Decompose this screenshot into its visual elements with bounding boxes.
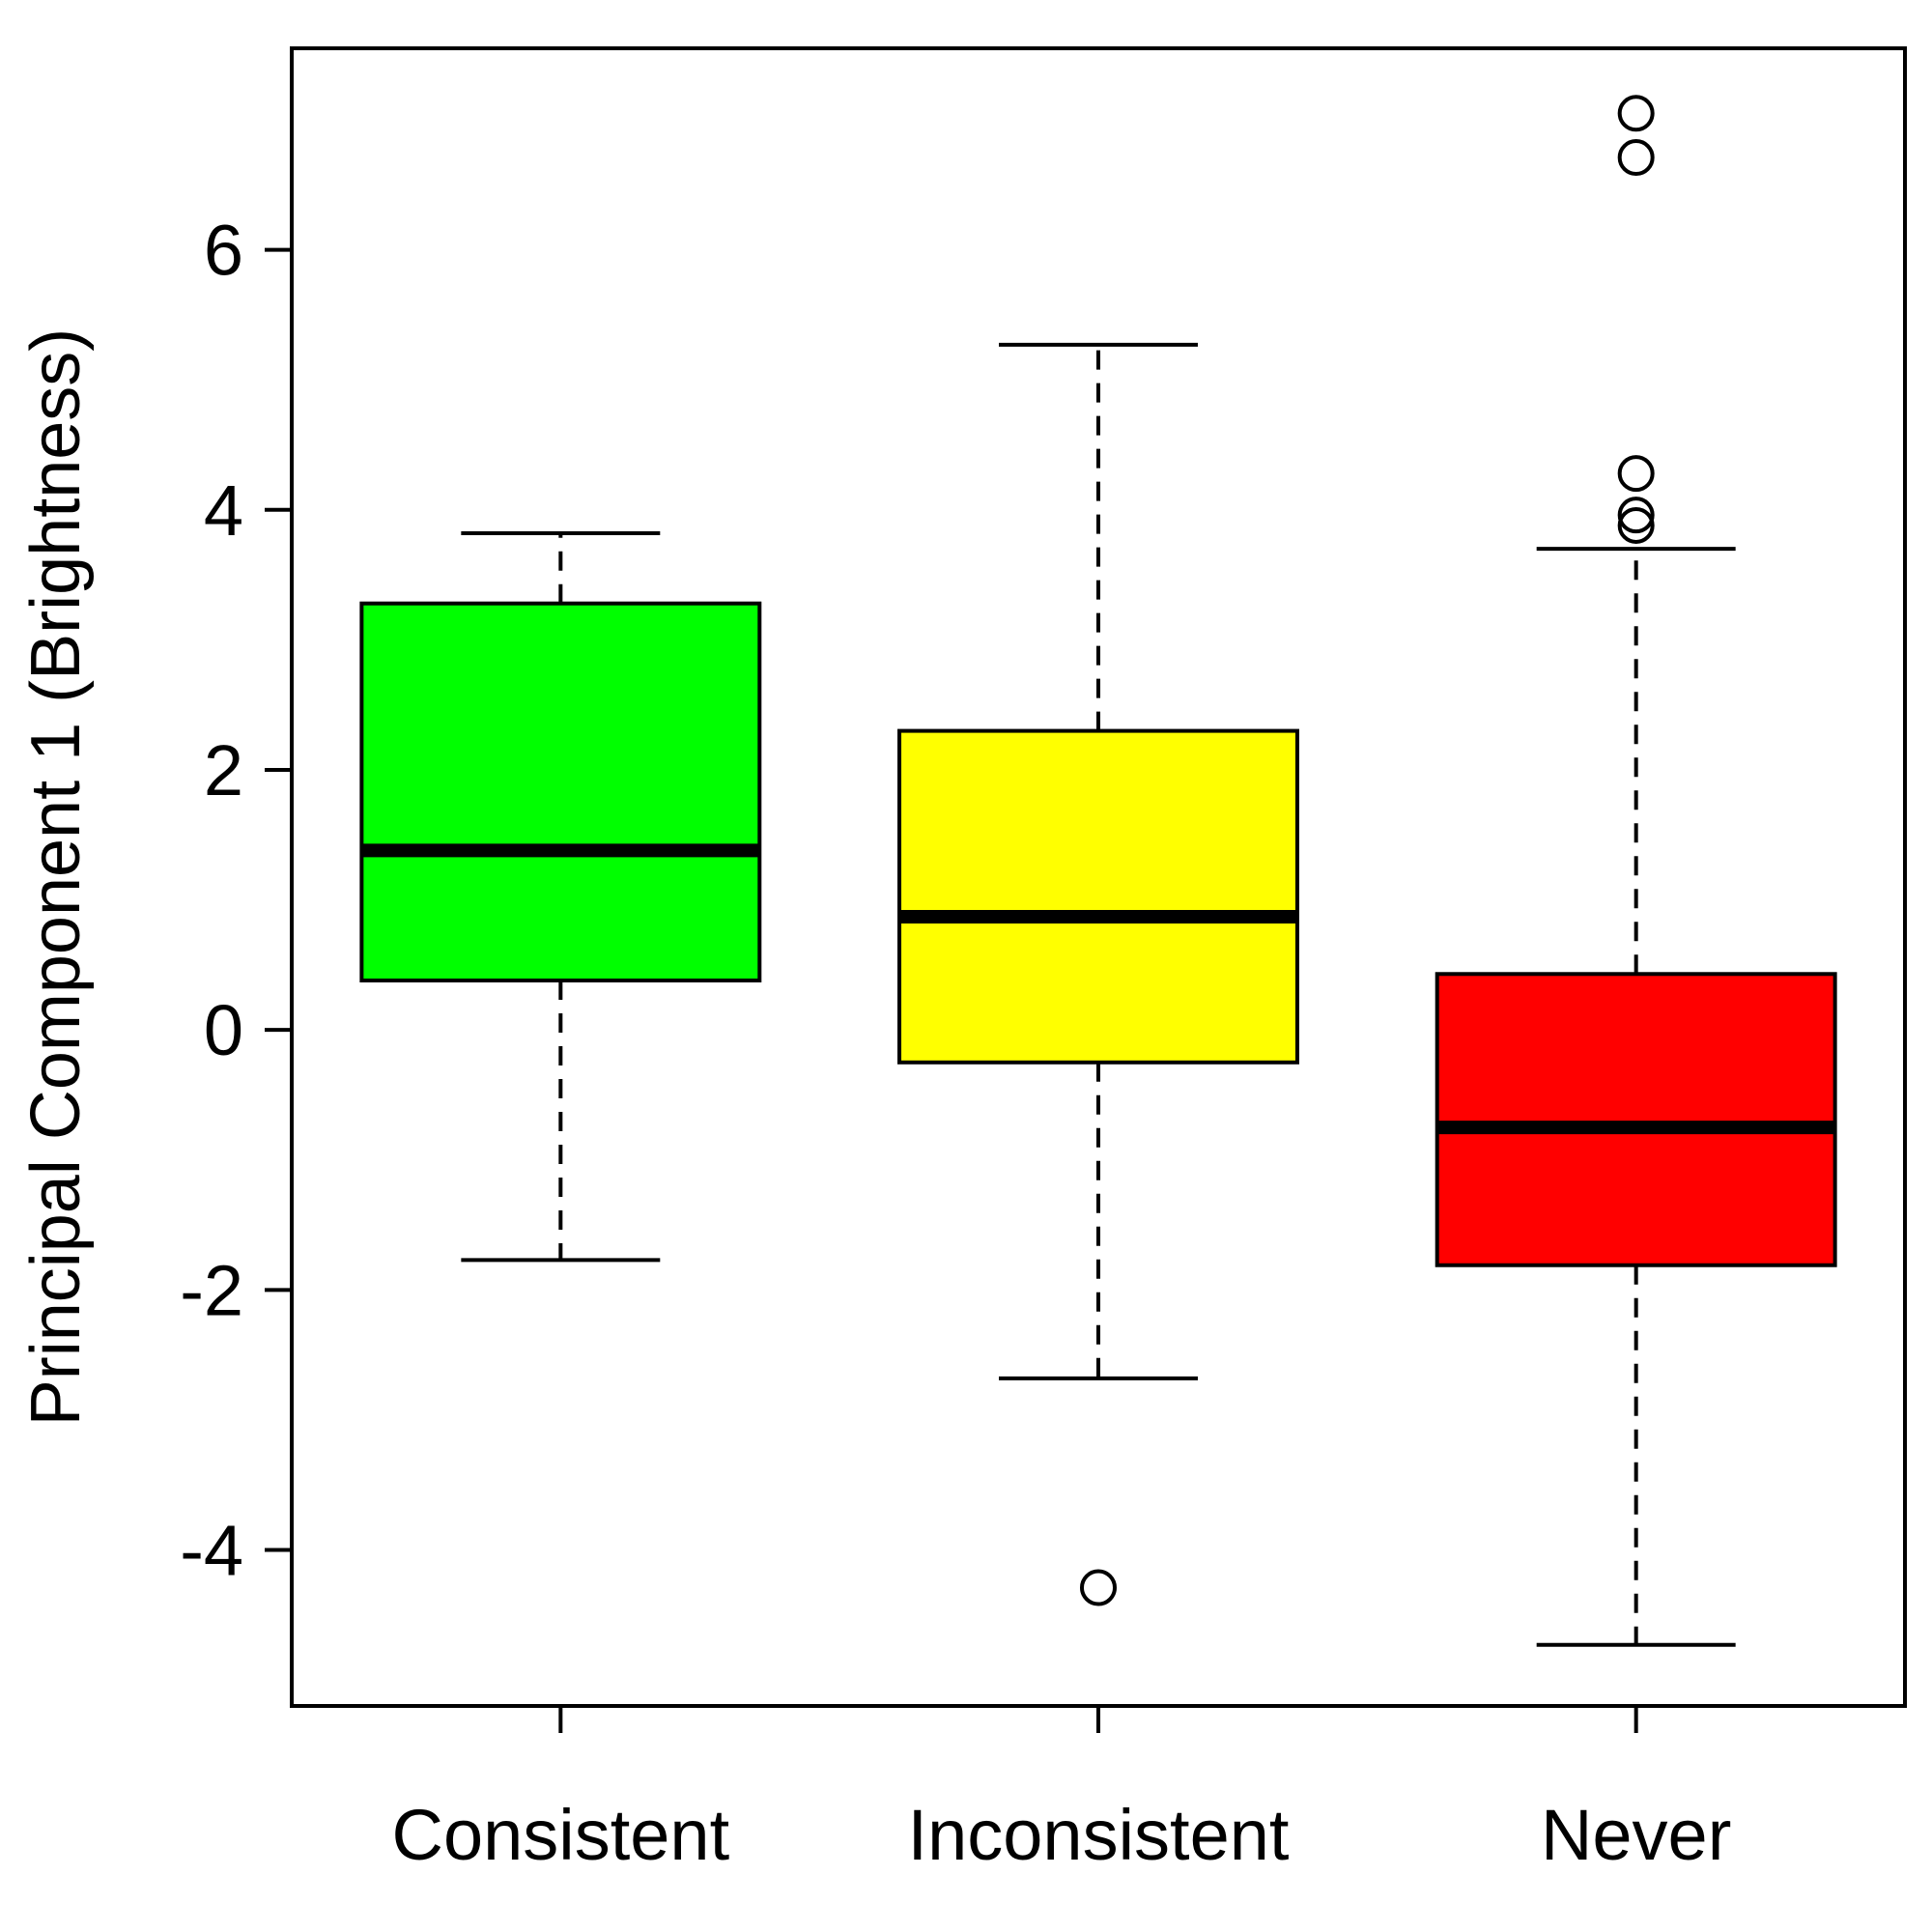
box-group-never xyxy=(1435,95,1837,1647)
box-group-inconsistent xyxy=(897,342,1299,1606)
outlier-point xyxy=(1617,455,1655,493)
y-axis: -4 -2 0 2 4 6 xyxy=(180,211,292,1590)
y-tick-label: 2 xyxy=(204,730,243,810)
y-tick-label: -2 xyxy=(180,1250,243,1330)
x-tick-label: Never xyxy=(1541,1795,1731,1875)
y-tick-label: 4 xyxy=(204,470,243,551)
outlier-point xyxy=(1617,506,1655,544)
box-iqr xyxy=(359,601,762,982)
box-group-consistent xyxy=(359,531,762,1263)
outlier-point xyxy=(1617,497,1655,534)
x-tick-label: Inconsistent xyxy=(908,1795,1290,1875)
y-tick-label: 6 xyxy=(204,211,243,291)
x-tick-label: Consistent xyxy=(392,1795,730,1875)
outlier-point xyxy=(1080,1569,1117,1606)
y-tick-label: 0 xyxy=(204,990,243,1070)
y-axis-title: Principal Component 1 (Brightness) xyxy=(17,328,95,1427)
plot-frame xyxy=(290,46,1907,1708)
boxes xyxy=(359,95,1837,1647)
x-axis: Consistent Inconsistent Never xyxy=(392,1706,1731,1875)
y-tick-label: -4 xyxy=(180,1510,243,1590)
box-iqr xyxy=(1435,972,1837,1267)
outlier-point xyxy=(1617,139,1655,177)
outlier-point xyxy=(1617,95,1655,132)
box-iqr xyxy=(897,728,1299,1065)
